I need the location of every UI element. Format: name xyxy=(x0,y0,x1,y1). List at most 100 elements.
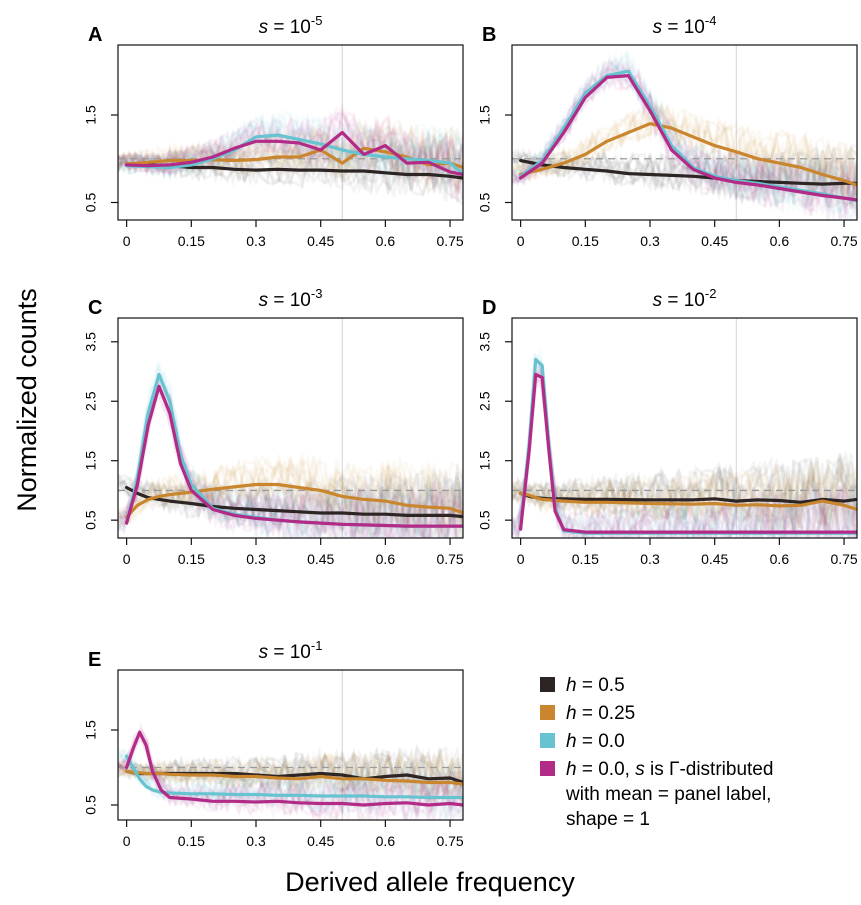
replicate-trace xyxy=(118,748,463,820)
replicate-trace xyxy=(512,141,857,208)
y-tick-label: 1.5 xyxy=(83,105,99,125)
replicate-trace xyxy=(512,50,857,213)
replicate-trace xyxy=(512,147,857,210)
replicate-trace xyxy=(512,53,857,212)
replicate-trace xyxy=(512,455,857,532)
x-tick-label: 0.45 xyxy=(307,233,334,249)
replicate-trace xyxy=(512,147,857,206)
replicate-trace xyxy=(118,107,463,179)
y-tick-label: 0.5 xyxy=(83,510,99,530)
replicate-trace xyxy=(512,366,851,538)
replicate-trace xyxy=(118,117,463,190)
replicate-trace xyxy=(118,118,463,191)
plot-frame xyxy=(117,317,464,539)
x-tick-label: 0.75 xyxy=(436,233,463,249)
legend-swatch-h0.0 xyxy=(540,733,555,748)
series-line-gamma xyxy=(519,74,857,202)
replicate-trace xyxy=(118,749,463,805)
series-line-gamma xyxy=(125,730,463,807)
panel-title: s = 10-5 xyxy=(259,13,323,38)
x-tick-label: 0.75 xyxy=(830,233,857,249)
replicate-trace xyxy=(512,360,857,538)
panel-letter: D xyxy=(482,297,496,319)
replicate-trace xyxy=(512,454,857,530)
replicate-trace xyxy=(512,144,857,207)
legend-swatch-gamma xyxy=(540,761,555,776)
replicate-trace xyxy=(118,113,463,186)
replicate-trace xyxy=(512,378,857,538)
replicate-trace xyxy=(512,66,857,220)
panel-title: s = 10-4 xyxy=(653,13,717,38)
x-tick-label: 0.3 xyxy=(246,833,266,849)
replicate-trace xyxy=(118,455,463,538)
x-tick-label: 0.75 xyxy=(436,551,463,567)
x-tick-label: 0.15 xyxy=(178,833,205,849)
replicate-trace xyxy=(118,724,463,820)
x-tick-label: 0.3 xyxy=(246,551,266,567)
replicate-trace xyxy=(118,471,463,538)
plot-area xyxy=(512,318,857,538)
replicate-trace xyxy=(512,462,857,535)
panel-D: 0 0.15 0.3 0.45 0.6 0.75 0.5 1.5 2.5 3.5 D s = 10-2 xyxy=(477,286,858,567)
replicate-trace xyxy=(512,455,857,530)
replicate-trace xyxy=(118,739,463,820)
series-line-h0.25 xyxy=(125,482,463,519)
panel-E: 0 0.15 0.3 0.45 0.6 0.75 0.5 1.5 E s = 10-1 xyxy=(83,638,464,849)
plot-frame xyxy=(511,44,858,221)
replicate-trace xyxy=(118,118,463,185)
replicate-trace xyxy=(512,363,857,538)
y-tick-label: 3.5 xyxy=(477,332,493,352)
x-tick-label: 0 xyxy=(517,551,525,567)
panel-title: s = 10-1 xyxy=(259,638,323,663)
plot-frame xyxy=(511,317,858,539)
replicate-trace xyxy=(118,111,463,181)
panels: 0 0.15 0.3 0.45 0.6 0.75 0.5 1.5 A s = 10-5 0 0.15 0… xyxy=(83,13,858,849)
x-tick-label: 0.15 xyxy=(572,551,599,567)
y-tick-label: 2.5 xyxy=(477,391,493,411)
x-tick-label: 0.6 xyxy=(376,833,396,849)
panel-letter: B xyxy=(482,24,496,46)
legend-label: shape = 1 xyxy=(566,809,650,830)
replicate-trace xyxy=(512,456,857,530)
legend-label: h = 0.0 xyxy=(566,731,625,752)
panel-letter: A xyxy=(88,24,102,46)
legend-swatch-h0.5 xyxy=(540,677,555,692)
replicate-trace xyxy=(512,360,857,538)
replicate-trace xyxy=(512,102,857,199)
panel-C: 0 0.15 0.3 0.45 0.6 0.75 0.5 1.5 2.5 3.5 C s = 10-3 xyxy=(83,286,464,567)
replicate-trace xyxy=(118,733,463,820)
x-tick-label: 0.3 xyxy=(640,233,660,249)
replicate-trace xyxy=(512,103,857,205)
replicate-trace xyxy=(512,452,857,531)
panel-letter: E xyxy=(88,649,101,671)
series-line-h0.0 xyxy=(125,754,463,800)
series-line-gamma xyxy=(519,372,857,534)
replicate-trace xyxy=(512,365,856,538)
legend-swatch-h0.25 xyxy=(540,705,555,720)
replicate-trace xyxy=(512,351,851,538)
x-tick-label: 0.45 xyxy=(307,833,334,849)
y-tick-label: 0.5 xyxy=(83,193,99,213)
series-line-h0.5 xyxy=(519,158,857,186)
replicate-trace xyxy=(512,57,857,215)
replicate-trace xyxy=(118,749,463,800)
plot-frame xyxy=(117,44,464,221)
x-tick-label: 0.15 xyxy=(178,233,205,249)
replicate-trace xyxy=(118,747,463,818)
legend: h = 0.5 h = 0.25 h = 0.0 h = 0.0, s is Γ-di… xyxy=(540,675,773,830)
x-tick-label: 0 xyxy=(123,233,131,249)
x-tick-label: 0.6 xyxy=(376,551,396,567)
replicate-trace xyxy=(512,369,857,538)
series-line-h0.5 xyxy=(125,485,463,519)
legend-label: with mean = panel label, xyxy=(565,784,771,805)
x-tick-label: 0 xyxy=(123,833,131,849)
replicate-trace xyxy=(118,461,463,531)
replicate-trace xyxy=(118,459,463,530)
x-tick-label: 0.3 xyxy=(246,233,266,249)
replicate-trace xyxy=(118,471,463,538)
replicate-trace xyxy=(118,468,463,538)
replicate-trace xyxy=(118,453,463,527)
x-tick-label: 0.6 xyxy=(376,233,396,249)
legend-label: h = 0.5 xyxy=(566,675,625,696)
